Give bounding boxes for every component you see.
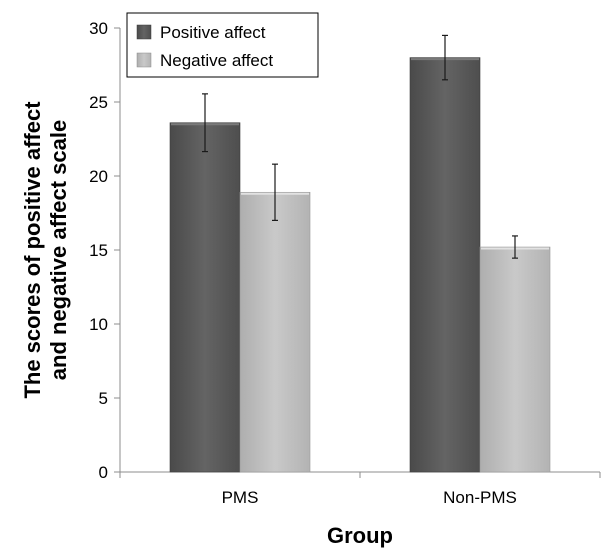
y-axis: 0 5 10 15 20 25 30 <box>89 19 121 482</box>
legend-box <box>126 12 319 78</box>
error-bars <box>202 34 518 259</box>
x-tick-label-pms: PMS <box>222 488 259 507</box>
legend-swatch-negative-affect <box>136 52 152 68</box>
y-tick-label-30: 30 <box>89 19 108 38</box>
legend-label-negative-affect: Negative affect <box>160 51 273 70</box>
y-tick-label-25: 25 <box>89 93 108 112</box>
y-axis-title-line-1: The scores of positive affect <box>20 101 45 399</box>
error-bar-non-pms-positive-affect <box>442 34 448 81</box>
y-tick-label-15: 15 <box>89 241 108 260</box>
legend: Positive affect Negative affect <box>126 12 319 78</box>
error-bar-pms-positive-affect <box>202 93 208 153</box>
bars <box>169 57 551 473</box>
bar-non-pms-positive-affect <box>409 57 481 473</box>
x-axis-title: Group <box>327 523 393 548</box>
x-tick-label-non-pms: Non-PMS <box>443 488 517 507</box>
y-axis-title-line-2: and negative affect scale <box>46 120 71 380</box>
y-tick-label-0: 0 <box>99 463 108 482</box>
x-axis: PMS Non-PMS <box>119 471 601 507</box>
y-tick-label-5: 5 <box>99 389 108 408</box>
y-axis-title: The scores of positive affect and negati… <box>20 101 71 399</box>
legend-label-positive-affect: Positive affect <box>160 23 266 42</box>
y-tick-label-20: 20 <box>89 167 108 186</box>
bar-pms-positive-affect <box>169 122 241 473</box>
error-bar-non-pms-negative-affect <box>512 235 518 259</box>
error-bar-pms-negative-affect <box>272 163 278 221</box>
y-tick-label-10: 10 <box>89 315 108 334</box>
bar-non-pms-negative-affect <box>479 246 551 473</box>
legend-swatch-positive-affect <box>136 24 152 40</box>
bar-pms-negative-affect <box>239 191 311 473</box>
